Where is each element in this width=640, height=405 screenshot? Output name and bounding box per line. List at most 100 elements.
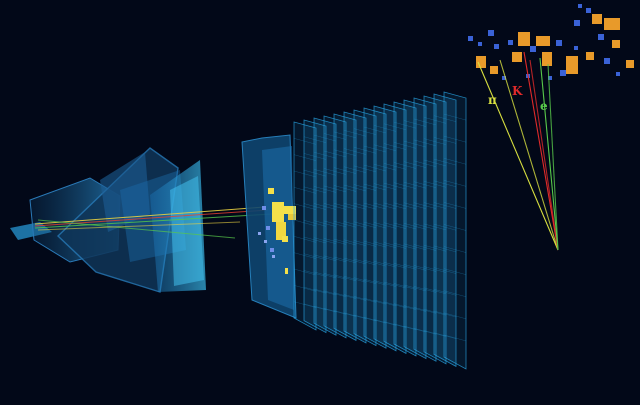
muon-chamber-grid-line — [443, 290, 467, 297]
muon-chamber-grid-line — [443, 113, 467, 121]
muon-chamber-grid-line — [353, 240, 377, 247]
muon-chamber-grid-line — [383, 182, 407, 190]
muon-chamber-grid-line — [423, 330, 447, 337]
muon-chamber-plane — [343, 111, 367, 344]
muon-chamber-grid-line — [293, 154, 317, 161]
inset-hits — [468, 4, 634, 80]
muon-chamber-plane — [413, 97, 437, 362]
muon-chamber-grid-line — [413, 223, 437, 230]
muon-chamber-grid-line — [353, 296, 377, 303]
rich-detector — [150, 160, 206, 292]
muon-chamber-grid-line — [343, 312, 367, 319]
muon-chamber-grid-line — [423, 308, 447, 316]
muon-chamber-grid-line — [343, 148, 367, 155]
muon-chamber-grid-line — [313, 134, 337, 142]
muon-chamber-grid-line — [303, 186, 327, 194]
muon-chamber-grid-line — [303, 203, 327, 210]
muon-chamber-grid-line — [403, 140, 427, 148]
muon-chamber-grid-line — [323, 185, 347, 193]
muon-chamber-grid-line — [353, 314, 377, 322]
muon-chamber-grid-line — [433, 289, 457, 296]
muon-chamber-grid-line — [323, 168, 347, 175]
muon-chamber-grid-line — [403, 243, 427, 251]
muon-chamber-grid-line — [303, 286, 327, 294]
muon-chamber-grid-line — [423, 244, 447, 252]
muon-chamber-grid-line — [433, 202, 457, 209]
muon-chamber-grid-line — [403, 325, 427, 333]
muon-chamber-grid-line — [373, 280, 397, 287]
muon-chamber-grid-line — [433, 310, 457, 318]
muon-chamber-plane — [353, 109, 377, 347]
muon-chamber-grid-line — [403, 264, 427, 271]
muon-chamber-grid-line — [373, 144, 397, 152]
muon-chamber-grid-line — [413, 139, 437, 147]
muon-chamber-grid-line — [303, 136, 327, 143]
muon-chamber-grid-line — [313, 151, 337, 159]
muon-chamber-plane — [383, 103, 407, 355]
muon-chamber-grid-line — [303, 303, 327, 311]
muon-chamber-grid-line — [343, 130, 367, 137]
muon-chamber-grid-line — [423, 117, 447, 124]
pion-label: π — [488, 93, 497, 107]
muon-chamber-grid-line — [373, 163, 397, 171]
muon-chamber-grid-line — [343, 239, 367, 246]
muon-chamber-grid-line — [383, 321, 407, 328]
muon-chamber-grid-line — [403, 120, 427, 127]
muon-chamber-grid-line — [333, 310, 357, 317]
muon-chamber-grid-line — [443, 202, 467, 209]
muon-chamber-grid-line — [363, 278, 387, 286]
muon-chamber-grid-line — [443, 334, 467, 342]
inset-track-view: π K e — [468, 4, 634, 251]
muon-chamber-grid-line — [443, 224, 467, 231]
muon-chamber-grid-line — [433, 332, 457, 339]
muon-chamber-grid-line — [363, 240, 387, 248]
muon-chamber-grid-line — [373, 222, 397, 229]
muon-chamber-grid-line — [323, 290, 347, 298]
muon-chamber-plane — [443, 91, 467, 370]
muon-chamber-grid-line — [313, 254, 337, 262]
muon-chamber-grid-line — [293, 203, 317, 210]
muon-chamber-grid-line — [353, 128, 377, 135]
muon-chamber-grid-line — [293, 138, 317, 145]
muon-chamber-grid-line — [303, 253, 327, 260]
muon-chamber-grid-line — [313, 237, 337, 244]
muon-chamber-grid-line — [393, 283, 417, 290]
muon-chamber-grid-line — [413, 307, 437, 314]
muon-chamber-grid-line — [363, 316, 387, 324]
muon-chamber-grid-line — [333, 256, 357, 264]
muon-chamber-grid-line — [423, 159, 447, 167]
muon-chamber-grid-line — [403, 202, 427, 209]
electron-label: e — [540, 99, 548, 113]
muon-chamber-grid-line — [393, 242, 417, 250]
muon-chamber-grid-line — [433, 267, 457, 274]
muon-chamber-grid-line — [373, 319, 397, 326]
muon-chamber-grid-line — [293, 268, 317, 276]
muon-chamber-grid-line — [323, 273, 347, 280]
muon-chamber-grid-line — [313, 271, 337, 279]
muon-chamber-plane — [303, 119, 327, 334]
muon-chamber-grid-line — [393, 182, 417, 189]
muon-chamber-grid-line — [353, 221, 377, 229]
muon-chamber-grid-line — [423, 181, 447, 188]
muon-chamber-grid-line — [343, 203, 367, 210]
muon-chamber-grid-line — [303, 270, 327, 277]
muon-chamber-grid-line — [443, 135, 467, 143]
muon-chamber-grid-line — [433, 223, 457, 231]
muon-chamber-grid-line — [393, 121, 417, 129]
muon-chamber-grid-line — [333, 292, 357, 299]
muon-chamber-grid-line — [393, 142, 417, 149]
muon-chamber-grid-line — [443, 246, 467, 253]
muon-chamber-grid-line — [333, 185, 357, 192]
muon-chamber-grid-line — [383, 281, 407, 289]
muon-chamber-grid-line — [423, 138, 447, 145]
muon-chamber-grid-line — [433, 180, 457, 188]
muon-chamber-grid-line — [303, 169, 327, 177]
muon-chamber-grid-line — [413, 328, 437, 335]
muon-chamber-plane — [423, 95, 447, 365]
muon-chamber-plane — [433, 93, 457, 368]
muon-chamber-grid-line — [293, 236, 317, 243]
muon-chamber-plane — [293, 121, 317, 331]
muon-chamber-grid-line — [413, 286, 437, 293]
muon-chamber-grid-line — [343, 184, 367, 192]
muon-chamber-grid-line — [353, 202, 377, 210]
